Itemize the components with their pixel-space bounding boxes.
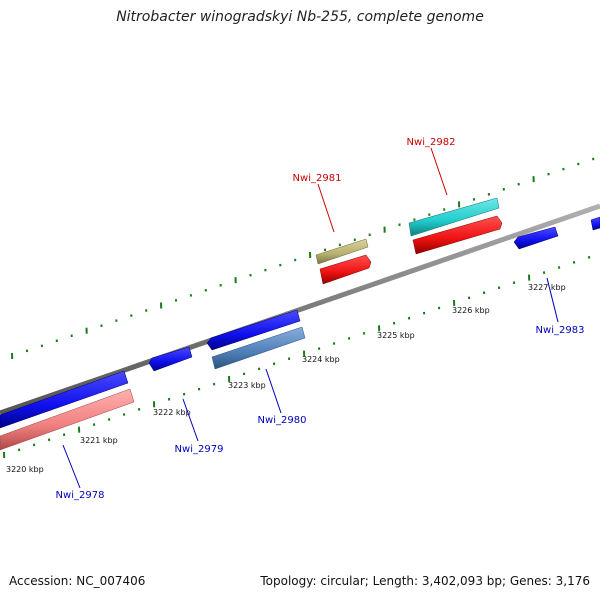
scale-label-3225: 3225 kbp [377,331,415,340]
scale-label-3223: 3223 kbp [228,381,266,390]
leader-nwi-2979 [182,398,199,442]
scale-labels: 3220 kbp 3221 kbp 3222 kbp 3223 kbp 3224… [6,283,566,474]
leader-nwi-2978 [62,444,81,489]
gene-nwi-2978-pink[interactable] [0,388,135,451]
label-nwi-2980[interactable]: Nwi_2980 [258,415,307,426]
lower-scale-ticks [3,256,591,459]
gene-nwi-2980-steel[interactable] [211,326,306,370]
scale-label-3221: 3221 kbp [80,436,118,445]
leader-nwi-2980 [265,368,282,414]
genome-summary-text: Topology: circular; Length: 3,402,093 bp… [260,574,590,588]
accession-text: Accession: NC_007406 [9,574,146,588]
gene-nwi-2981-olive[interactable] [315,238,369,265]
scale-label-3220: 3220 kbp [6,465,44,474]
chromosome-backbone [0,203,600,416]
label-nwi-2981[interactable]: Nwi_2981 [293,173,342,184]
gene-nwi-2981[interactable] [319,254,372,285]
leader-nwi-2982 [430,147,448,196]
gene-nwi-2983[interactable] [513,226,559,250]
leader-nwi-2983 [546,277,559,323]
gene-nwi-2978[interactable] [0,370,129,429]
label-nwi-2978[interactable]: Nwi_2978 [56,490,105,501]
gene-nwi-2982[interactable] [412,215,503,255]
label-nwi-2983[interactable]: Nwi_2983 [536,325,585,336]
label-leaders [62,147,559,489]
label-nwi-2982[interactable]: Nwi_2982 [407,137,456,148]
gene-nwi-2979[interactable] [148,346,193,372]
scale-label-3227: 3227 kbp [528,283,566,292]
gene-edge-right[interactable] [590,216,600,231]
gene-labels: Nwi_2978 Nwi_2979 Nwi_2980 Nwi_2981 Nwi_… [56,137,585,501]
scale-label-3226: 3226 kbp [452,306,490,315]
reverse-strand-genes [0,226,559,451]
gene-nwi-2980[interactable] [206,309,301,351]
label-nwi-2979[interactable]: Nwi_2979 [175,444,224,455]
leader-nwi-2981 [317,183,335,233]
map-title: Nitrobacter winogradskyi Nb-255, complet… [116,9,484,25]
scale-label-3222: 3222 kbp [153,408,191,417]
upper-scale-ticks [11,157,595,360]
gene-nwi-2982-cyan[interactable] [408,197,500,237]
forward-strand-genes [315,197,600,285]
scale-label-3224: 3224 kbp [302,355,340,364]
